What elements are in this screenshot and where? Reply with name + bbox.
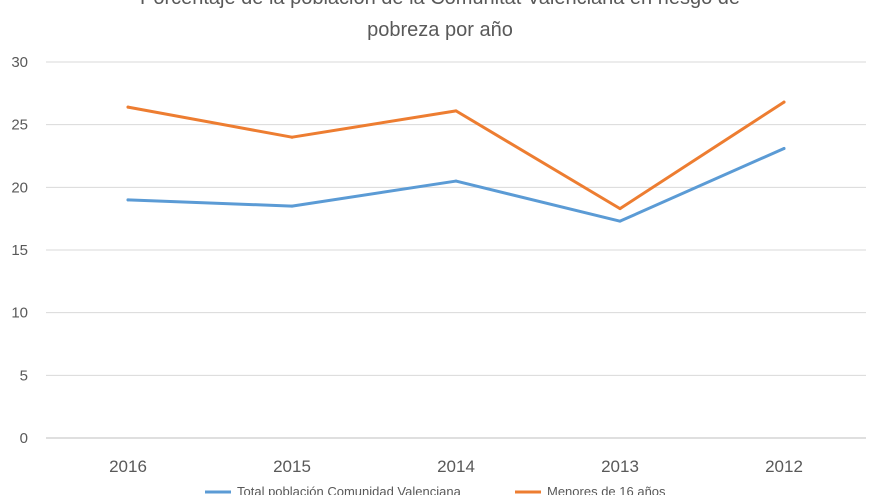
data-point xyxy=(618,207,622,211)
chart-title-line-2: pobreza por año xyxy=(367,19,513,41)
data-point xyxy=(290,135,294,139)
y-tick-label: 25 xyxy=(11,117,28,134)
x-tick-label: 2016 xyxy=(109,457,147,476)
gridlines xyxy=(46,61,866,439)
y-tick-label: 20 xyxy=(11,179,28,196)
data-point xyxy=(618,219,622,223)
y-tick-label: 0 xyxy=(20,430,28,447)
y-tick-label: 30 xyxy=(11,54,28,71)
x-tick-label: 2014 xyxy=(437,457,475,476)
series-line-0 xyxy=(126,146,786,223)
data-point xyxy=(782,100,786,104)
y-tick-label: 10 xyxy=(11,305,28,322)
legend: Total población Comunidad Valenciana Meno… xyxy=(205,484,666,495)
data-point xyxy=(782,146,786,150)
series-lines xyxy=(126,100,786,223)
x-tick-label: 2012 xyxy=(765,457,803,476)
data-point xyxy=(126,198,130,202)
x-axis-ticks: 2016 2015 2014 2013 2012 xyxy=(109,457,803,476)
chart-title-line-1: Porcentaje de la población de la Comunit… xyxy=(140,0,740,9)
legend-label-0: Total población Comunidad Valenciana xyxy=(237,484,462,495)
data-point xyxy=(126,105,130,109)
data-point xyxy=(454,179,458,183)
y-axis-ticks: 0 5 10 15 20 25 30 xyxy=(11,54,28,447)
data-point xyxy=(290,204,294,208)
data-point xyxy=(454,109,458,113)
x-tick-label: 2015 xyxy=(273,457,311,476)
y-tick-label: 5 xyxy=(20,367,28,384)
x-tick-label: 2013 xyxy=(601,457,639,476)
chart-title: Porcentaje de la población de la Comunit… xyxy=(140,0,740,41)
legend-label-1: Menores de 16 años xyxy=(547,484,666,495)
y-tick-label: 15 xyxy=(11,242,28,259)
